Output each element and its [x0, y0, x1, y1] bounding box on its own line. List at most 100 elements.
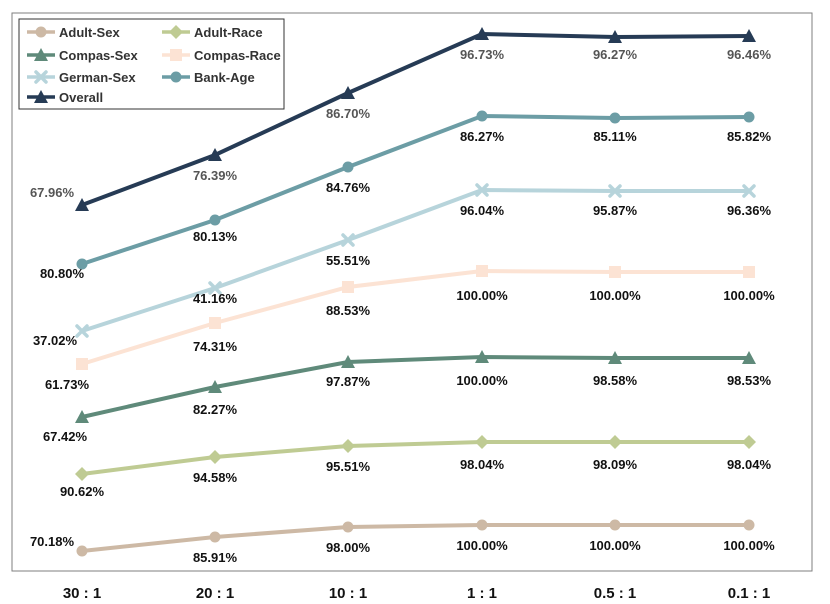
point-adult-race-5	[742, 435, 756, 449]
data-label-adult-sex-5: 100.00%	[723, 538, 775, 553]
data-label-adult-race-3: 98.04%	[460, 457, 505, 472]
series-overall	[75, 27, 756, 211]
point-compas-race-2	[342, 281, 354, 293]
legend-box	[18, 18, 285, 110]
point-compas-race-4	[609, 266, 621, 278]
point-bank-age-5	[743, 111, 755, 123]
point-compas-race-1	[209, 317, 221, 329]
x-tick-1: 20 : 1	[196, 585, 234, 602]
legend-marker-german-sex	[34, 70, 48, 84]
data-labels: 70.18% 85.91% 98.00% 100.00% 100.00% 100.00% 9…	[30, 47, 775, 565]
point-adult-sex-0	[76, 545, 88, 557]
point-overall-0	[75, 198, 89, 211]
data-label-compas-sex-3: 100.00%	[456, 373, 508, 388]
series-german-sex	[75, 183, 756, 338]
point-compas-race-3	[476, 265, 488, 277]
data-label-compas-sex-5: 98.53%	[727, 373, 772, 388]
point-adult-race-4	[608, 435, 622, 449]
data-label-overall-5: 96.46%	[727, 47, 772, 62]
data-label-adult-sex-2: 98.00%	[326, 540, 371, 555]
x-tick-5: 0.1 : 1	[728, 585, 771, 602]
point-adult-race-2	[341, 439, 355, 453]
point-compas-race-5	[743, 266, 755, 278]
data-label-bank-age-5: 85.82%	[727, 129, 772, 144]
data-label-german-sex-0: 37.02%	[33, 333, 78, 348]
point-adult-sex-5	[743, 519, 755, 531]
point-bank-age-4	[609, 112, 621, 124]
data-label-bank-age-1: 80.13%	[193, 229, 238, 244]
point-adult-sex-4	[609, 519, 621, 531]
legend-item-compas-race: Compas-Race	[162, 48, 281, 63]
legend-marker-bank-age	[170, 71, 182, 83]
data-label-compas-race-4: 100.00%	[589, 288, 641, 303]
point-overall-3	[475, 27, 489, 40]
data-label-overall-3: 96.73%	[460, 47, 505, 62]
point-overall-5	[742, 29, 756, 42]
legend-label-overall: Overall	[59, 90, 103, 105]
legend-marker-adult-race	[169, 25, 183, 39]
data-label-german-sex-4: 95.87%	[593, 203, 638, 218]
point-german-sex-4	[608, 184, 622, 198]
series-adult-race	[75, 435, 756, 481]
series-line-compas-sex	[81, 354, 749, 419]
point-compas-sex-3	[475, 350, 489, 363]
data-label-compas-sex-0: 67.42%	[43, 429, 88, 444]
data-label-german-sex-1: 41.16%	[193, 291, 238, 306]
data-label-compas-race-1: 74.31%	[193, 339, 238, 354]
legend-label-adult-race: Adult-Race	[194, 25, 263, 40]
point-adult-race-3	[475, 435, 489, 449]
x-tick-2: 10 : 1	[329, 585, 367, 602]
point-german-sex-5	[742, 184, 756, 198]
data-label-adult-race-1: 94.58%	[193, 470, 238, 485]
data-label-overall-1: 76.39%	[193, 168, 238, 183]
point-adult-race-0	[75, 467, 89, 481]
data-label-adult-race-0: 90.62%	[60, 484, 105, 499]
point-german-sex-1	[208, 281, 222, 295]
data-label-german-sex-5: 96.36%	[727, 203, 772, 218]
data-label-overall-4: 96.27%	[593, 47, 638, 62]
point-compas-race-0	[76, 358, 88, 370]
point-adult-sex-2	[342, 521, 354, 533]
legend-marker-compas-sex	[34, 48, 48, 61]
legend-label-adult-sex: Adult-Sex	[59, 25, 120, 40]
point-overall-1	[208, 148, 222, 161]
data-label-adult-sex-3: 100.00%	[456, 538, 508, 553]
data-label-adult-sex-1: 85.91%	[193, 550, 238, 565]
point-bank-age-3	[476, 110, 488, 122]
x-tick-0: 30 : 1	[63, 585, 101, 602]
series-bank-age	[76, 110, 755, 270]
data-label-german-sex-2: 55.51%	[326, 253, 371, 268]
data-label-german-sex-3: 96.04%	[460, 203, 505, 218]
data-label-compas-race-5: 100.00%	[723, 288, 775, 303]
legend-marker-overall	[34, 90, 48, 103]
legend-label-german-sex: German-Sex	[59, 70, 136, 85]
x-tick-4: 0.5 : 1	[594, 585, 637, 602]
point-compas-sex-0	[75, 410, 89, 423]
data-label-adult-race-4: 98.09%	[593, 457, 638, 472]
point-adult-sex-3	[476, 519, 488, 531]
point-bank-age-2	[342, 161, 354, 173]
legend: Adult-Sex Adult-Race Compas-Sex Compas-Race…	[18, 18, 285, 110]
point-adult-race-1	[208, 450, 222, 464]
data-label-compas-race-3: 100.00%	[456, 288, 508, 303]
series-line-overall	[81, 31, 750, 207]
data-label-adult-sex-4: 100.00%	[589, 538, 641, 553]
x-axis-ticks: 30 : 1 20 : 1 10 : 1 1 : 1 0.5 : 1 0.1 : 1	[63, 585, 770, 602]
series-compas-race	[76, 265, 755, 370]
point-compas-sex-5	[742, 351, 756, 364]
legend-marker-adult-sex	[35, 26, 47, 38]
data-label-compas-sex-1: 82.27%	[193, 402, 238, 417]
legend-item-overall: Overall	[27, 90, 103, 105]
point-overall-2	[341, 86, 355, 99]
data-label-compas-race-0: 61.73%	[45, 377, 90, 392]
legend-item-compas-sex: Compas-Sex	[27, 48, 139, 63]
point-compas-sex-1	[208, 380, 222, 393]
point-german-sex-0	[75, 324, 89, 338]
data-label-bank-age-2: 84.76%	[326, 180, 371, 195]
data-label-overall-0: 67.96%	[30, 185, 75, 200]
data-label-adult-sex-0: 70.18%	[30, 534, 75, 549]
point-adult-sex-1	[209, 531, 221, 543]
point-compas-sex-2	[341, 355, 355, 368]
data-label-adult-race-2: 95.51%	[326, 459, 371, 474]
